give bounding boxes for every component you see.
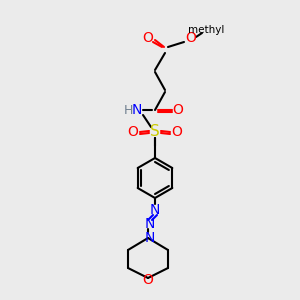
Text: N: N	[132, 103, 142, 117]
Text: O: O	[142, 273, 153, 287]
Text: N: N	[145, 217, 155, 231]
Text: H: H	[123, 103, 133, 116]
Text: methyl: methyl	[188, 25, 224, 35]
Text: O: O	[142, 31, 153, 45]
Text: S: S	[150, 124, 160, 140]
Text: N: N	[145, 231, 155, 245]
Text: O: O	[128, 125, 138, 139]
Text: O: O	[172, 103, 183, 117]
Text: O: O	[172, 125, 182, 139]
Text: O: O	[186, 31, 196, 45]
Text: N: N	[150, 203, 160, 217]
